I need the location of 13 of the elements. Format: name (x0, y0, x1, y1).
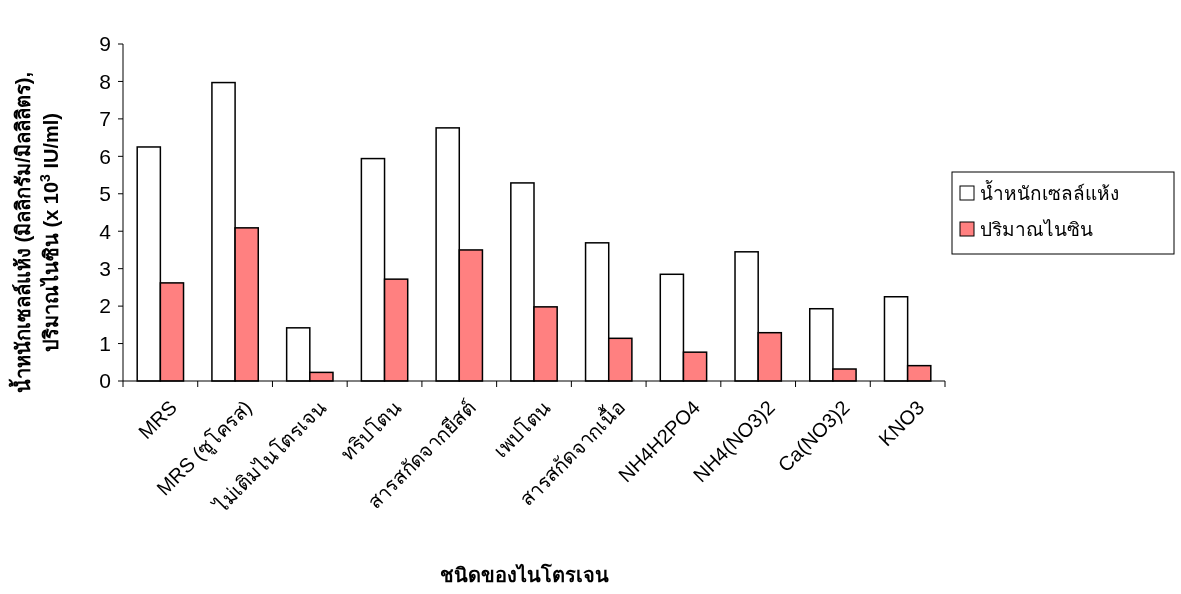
y-tick-label: 7 (99, 107, 111, 131)
legend-label: ปริมาณไนซิน (980, 218, 1093, 240)
y-tick-label: 9 (99, 32, 111, 56)
y-tick-label: 3 (99, 257, 111, 281)
y-tick-label: 0 (99, 369, 111, 393)
y-tick-label: 6 (99, 144, 111, 168)
y-tick-label: 2 (99, 294, 111, 318)
y-tick-label: 4 (99, 219, 112, 243)
x-axis-title: ชนิดของไนโตรเจน (439, 563, 609, 586)
y-tick-label: 1 (99, 331, 111, 355)
y-tick-label: 8 (99, 69, 111, 93)
legend-label: น้ำหนักเซลล์แห้ง (980, 179, 1119, 204)
y-tick-label: 5 (99, 182, 111, 206)
